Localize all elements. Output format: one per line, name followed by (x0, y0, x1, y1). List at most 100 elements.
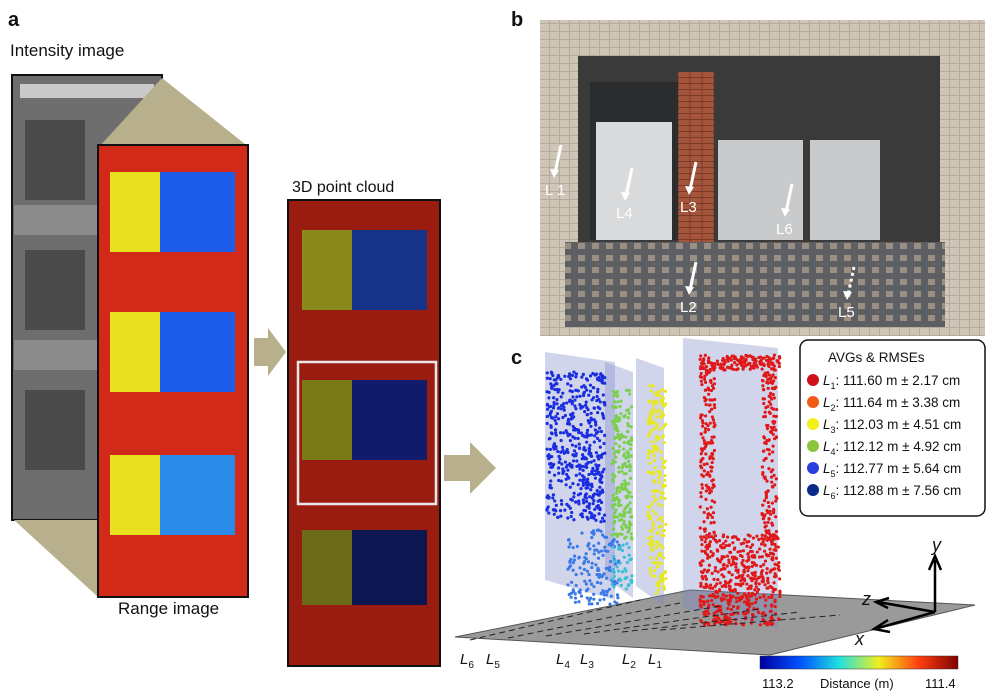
point (648, 384, 651, 387)
point (599, 582, 602, 585)
point (705, 403, 708, 406)
point (611, 583, 614, 586)
point (767, 467, 770, 470)
floor-label: L3 (580, 651, 594, 671)
panel-label: c (511, 347, 522, 369)
point (613, 400, 616, 403)
point (591, 467, 594, 470)
point (735, 363, 738, 366)
point (615, 428, 618, 431)
point (740, 357, 743, 360)
panel-label: b (511, 9, 523, 31)
point (573, 555, 576, 558)
point (761, 465, 764, 468)
point (610, 595, 613, 598)
point (549, 462, 552, 465)
point (624, 456, 627, 459)
legend-swatch (807, 440, 819, 452)
point (627, 583, 630, 586)
point (760, 359, 763, 362)
cloud-label: 3D point cloud (292, 179, 394, 196)
point (747, 556, 750, 559)
point (608, 603, 611, 606)
point (550, 486, 553, 489)
point (546, 422, 549, 425)
point (711, 572, 714, 575)
point (744, 359, 747, 362)
point (627, 482, 630, 485)
point (747, 558, 750, 561)
point (707, 428, 710, 431)
point (765, 535, 768, 538)
point (566, 448, 569, 451)
point (713, 501, 716, 504)
point (601, 554, 604, 557)
point (647, 400, 650, 403)
point (700, 538, 703, 541)
point (769, 513, 772, 516)
point (714, 539, 717, 542)
point (757, 611, 760, 614)
point (721, 585, 724, 588)
point (663, 529, 666, 532)
floor-symbol: L (460, 651, 468, 668)
point (552, 406, 555, 409)
point (628, 520, 631, 523)
point (771, 450, 774, 453)
point (563, 452, 566, 455)
point (710, 455, 713, 458)
point (568, 565, 571, 568)
legend-symbol: L (823, 439, 831, 454)
point (555, 504, 558, 507)
point (768, 517, 771, 520)
point (764, 599, 767, 602)
axis-label: z (861, 589, 871, 609)
point (557, 417, 560, 420)
point (751, 602, 754, 605)
point (592, 499, 595, 502)
point (647, 452, 650, 455)
point (568, 422, 571, 425)
point (611, 546, 614, 549)
legend-text: : 112.12 m ± 4.92 cm (836, 439, 962, 454)
point (747, 602, 750, 605)
point (601, 376, 604, 379)
point (570, 581, 573, 584)
point (551, 496, 554, 499)
point (627, 546, 630, 549)
point (699, 603, 702, 606)
point (719, 568, 722, 571)
point (603, 434, 606, 437)
point (700, 483, 703, 486)
point (575, 573, 578, 576)
point (699, 527, 702, 530)
point (767, 596, 770, 599)
point (628, 558, 631, 561)
point (615, 532, 618, 535)
point (712, 511, 715, 514)
point (560, 439, 563, 442)
point (548, 471, 551, 474)
point (699, 416, 702, 419)
point (660, 457, 663, 460)
point (711, 415, 714, 418)
point (714, 591, 717, 594)
point (559, 509, 562, 512)
point (609, 560, 612, 563)
point (760, 512, 763, 515)
floor-symbol: L (556, 651, 564, 668)
point (611, 533, 614, 536)
point (708, 410, 711, 413)
point (778, 569, 781, 572)
point (662, 556, 665, 559)
point (588, 547, 591, 550)
point (653, 459, 656, 462)
point (625, 526, 628, 529)
point (657, 530, 660, 533)
point (749, 546, 752, 549)
point (773, 600, 776, 603)
point (589, 384, 592, 387)
point (620, 533, 623, 536)
point (701, 487, 704, 490)
point (762, 449, 765, 452)
